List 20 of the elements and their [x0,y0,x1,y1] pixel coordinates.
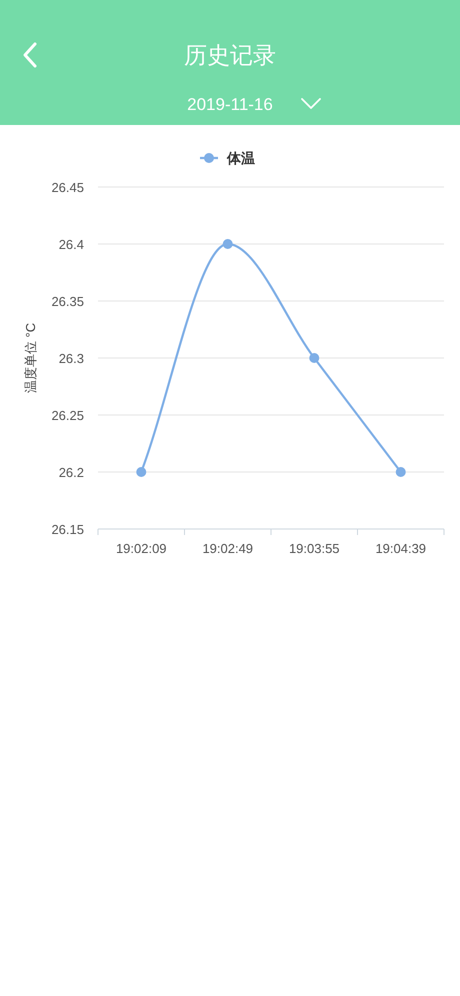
x-tick-label: 19:02:09 [116,541,167,556]
point [136,467,146,477]
y-tick-label: 26.35 [51,294,84,309]
point [309,353,320,363]
legend-label: 体温 [226,150,255,166]
x-tick-label: 19:02:49 [202,541,254,556]
chart-subtitle: 2019-11-16 [187,95,273,114]
x-tick-label: 19:04:39 [375,541,426,556]
y-tick-label: 26.15 [51,522,84,537]
y-tick-label: 26.4 [58,237,84,252]
y-tick-label: 26.2 [58,465,84,480]
y-axis-title: 温度单位 °C [23,322,38,394]
legend: 体温 [200,150,255,166]
y-tick-label: 26.45 [51,180,84,195]
chart-title: 历史记录 [184,42,276,68]
y-tick-label: 26.25 [51,408,84,423]
y-tick-label: 26.3 [58,351,84,366]
point [222,239,233,249]
point [396,467,406,477]
x-tick-label: 19:03:55 [288,541,340,556]
